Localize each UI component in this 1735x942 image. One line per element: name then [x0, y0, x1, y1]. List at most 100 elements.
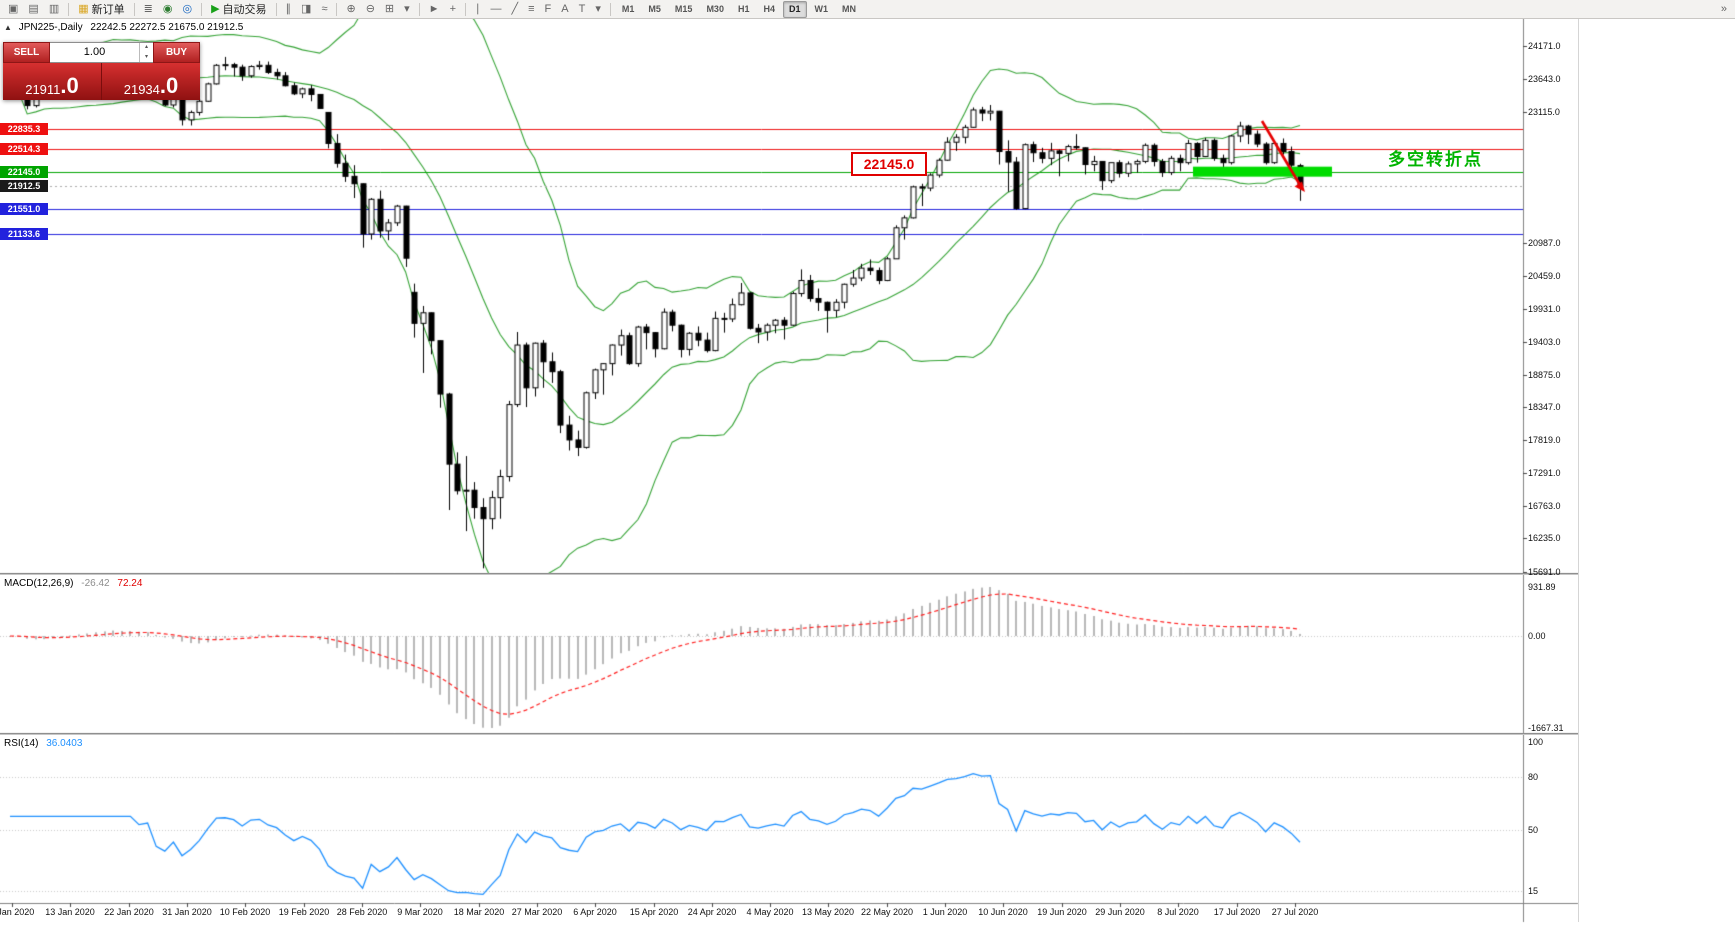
- price-axis-label: 18347.0: [1528, 402, 1561, 412]
- panel-separator[interactable]: [0, 733, 1578, 735]
- time-axis-label: 18 Mar 2020: [453, 907, 505, 917]
- price-axis-label: 23115.0: [1528, 107, 1560, 117]
- macd-axis-label: -1667.31: [1528, 723, 1564, 733]
- time-axis-label: 6 Apr 2020: [573, 907, 617, 917]
- text-label-icon[interactable]: T: [574, 0, 591, 19]
- crosshair-icon[interactable]: +: [445, 0, 461, 19]
- price-axis-label: 15691.0: [1528, 567, 1561, 577]
- time-axis-label: 13 May 2020: [801, 907, 855, 917]
- timeframe-button-h4[interactable]: H4: [763, 3, 775, 14]
- text-icon: A: [561, 2, 569, 15]
- price-axis-label: 24171.0: [1528, 41, 1561, 51]
- timeframe-button-mn[interactable]: MN: [842, 3, 856, 14]
- timeframe-button-m15[interactable]: M15: [674, 3, 693, 14]
- shapes-dropdown-icon[interactable]: ▾: [590, 0, 606, 19]
- zoom-out-icon[interactable]: ⊖: [361, 0, 380, 19]
- line-chart-icon: ≈: [321, 2, 328, 15]
- vertical-line-icon[interactable]: ∣: [470, 0, 486, 19]
- rsi-axis-label: 15: [1528, 886, 1539, 896]
- new-order-button-label: 新订单: [91, 4, 125, 16]
- autotrading-button-label: 自动交易: [222, 4, 267, 16]
- profiles-icon[interactable]: ▤: [23, 0, 43, 19]
- timeframe-button-m1[interactable]: M1: [621, 3, 635, 14]
- timeframe-button-m30[interactable]: M30: [706, 3, 724, 14]
- buy-price[interactable]: 21934 .0: [102, 63, 200, 100]
- time-axis-label: 17 Jul 2020: [1213, 907, 1261, 917]
- time-axis-label: 19 Jun 2020: [1037, 907, 1087, 917]
- trendline-icon[interactable]: ╱: [507, 0, 524, 19]
- new-order-button: ▦: [78, 2, 89, 15]
- price-line-tag: 21551.0: [0, 203, 48, 215]
- sell-button[interactable]: SELL: [3, 42, 50, 63]
- candlestick-chart-icon: ◨: [301, 2, 312, 15]
- toolbar: ▣ ▤ ▥ ▦ 新订单 ≣ ◉ ◎ ▶ 自动交易 ∥ ◨ ≈ ⊕ ⊖ ⊞ ▾ ► + ∣ ― ╱ ≡ F A T ▾ M1 M5 M15 M…: [0, 0, 1735, 19]
- buy-price-main: 21934: [123, 82, 160, 97]
- timeframe-button-m5[interactable]: M5: [648, 3, 661, 14]
- toolbar-expand-icon[interactable]: »: [1720, 3, 1727, 15]
- macd-label: MACD(12,26,9): [4, 578, 74, 589]
- volume-field[interactable]: 1.00 ▴ ▾: [50, 42, 153, 63]
- arrange-dropdown-icon[interactable]: ▾: [399, 0, 415, 19]
- zoom-in-icon[interactable]: ⊕: [341, 0, 360, 19]
- time-axis-label: 9 Mar 2020: [397, 907, 443, 917]
- price-axis-label: 18875.0: [1528, 370, 1561, 380]
- fibonacci-icon[interactable]: F: [540, 0, 557, 19]
- rsi-indicator-header: RSI(14) 36.0403: [4, 738, 82, 749]
- volume-value[interactable]: 1.00: [83, 46, 106, 58]
- volume-down-icon[interactable]: ▾: [144, 53, 148, 60]
- time-axis-label: 8 Jul 2020: [1157, 907, 1199, 917]
- bar-chart-icon[interactable]: ∥: [281, 0, 297, 19]
- volume-up-icon[interactable]: ▴: [144, 44, 148, 50]
- chart-note-text: 多空转折点: [1388, 150, 1483, 169]
- price-level-callout[interactable]: 22145.0: [851, 152, 927, 176]
- panel-separator[interactable]: [0, 573, 1578, 575]
- macd-main-value: -26.42: [81, 578, 110, 589]
- timeframe-button-d1[interactable]: D1: [782, 0, 807, 18]
- sell-price-main: 21911: [25, 82, 61, 97]
- price-axis-label: 17291.0: [1528, 468, 1561, 478]
- price-line-tag: 21133.6: [0, 228, 48, 240]
- price-axis-label: 16235.0: [1528, 533, 1561, 543]
- equidistant-channel-icon: ≡: [528, 2, 535, 15]
- current-price-tag: 21912.5: [0, 180, 48, 192]
- chart-ohlc-values: 22242.5 22272.5 21675.0 21912.5: [90, 22, 244, 33]
- fibonacci-icon: F: [544, 2, 552, 15]
- market-depth-icon[interactable]: ≣: [139, 0, 158, 19]
- timeframe-button-w1[interactable]: W1: [814, 3, 829, 14]
- horizontal-line-icon[interactable]: ―: [486, 0, 507, 19]
- time-axis-label: 19 Feb 2020: [278, 907, 330, 917]
- volume-stepper: ▴ ▾: [139, 43, 153, 62]
- vertical-line-icon: ∣: [475, 2, 481, 15]
- time-axis-label: 2 Jan 2020: [0, 907, 35, 917]
- market-watch-icon: ▥: [48, 2, 60, 15]
- rsi-axis-label: 50: [1528, 825, 1539, 835]
- trendline-icon: ╱: [511, 2, 519, 15]
- candlestick-chart-icon[interactable]: ◨: [296, 0, 316, 19]
- price-axis-label: 20459.0: [1528, 271, 1561, 281]
- line-chart-icon[interactable]: ≈: [316, 0, 332, 19]
- rsi-axis-label: 100: [1528, 737, 1544, 747]
- chat-icon[interactable]: ◎: [177, 0, 197, 19]
- tile-windows-icon[interactable]: ⊞: [380, 0, 399, 19]
- shapes-dropdown-icon: ▾: [595, 2, 601, 15]
- trade-panel-collapse-icon[interactable]: ▲: [4, 23, 12, 32]
- new-order-button[interactable]: ▦ 新订单: [73, 0, 129, 19]
- text-icon[interactable]: A: [556, 0, 573, 19]
- timeframe-button-h1[interactable]: H1: [737, 3, 750, 14]
- price-line-tag: 22514.3: [0, 143, 48, 155]
- buy-button[interactable]: BUY: [153, 42, 200, 63]
- sell-price[interactable]: 21911 .0: [3, 63, 102, 100]
- profiles-icon: ▤: [28, 2, 39, 15]
- market-watch-icon[interactable]: ▥: [44, 0, 64, 19]
- equidistant-channel-icon[interactable]: ≡: [523, 0, 539, 19]
- rsi-axis-label: 80: [1528, 772, 1539, 782]
- price-axis-label: 19403.0: [1528, 337, 1561, 347]
- cursor-icon[interactable]: ►: [424, 0, 445, 19]
- cursor-icon: ►: [428, 2, 440, 15]
- new-chart-icon[interactable]: ▣: [3, 0, 23, 19]
- mql5-community-icon[interactable]: ◉: [158, 0, 178, 19]
- time-axis-label: 1 Jun 2020: [922, 907, 968, 917]
- time-axis-label: 24 Apr 2020: [687, 907, 737, 917]
- autotrading-button[interactable]: ▶ 自动交易: [206, 0, 271, 19]
- macd-axis-label: 0.00: [1528, 631, 1546, 641]
